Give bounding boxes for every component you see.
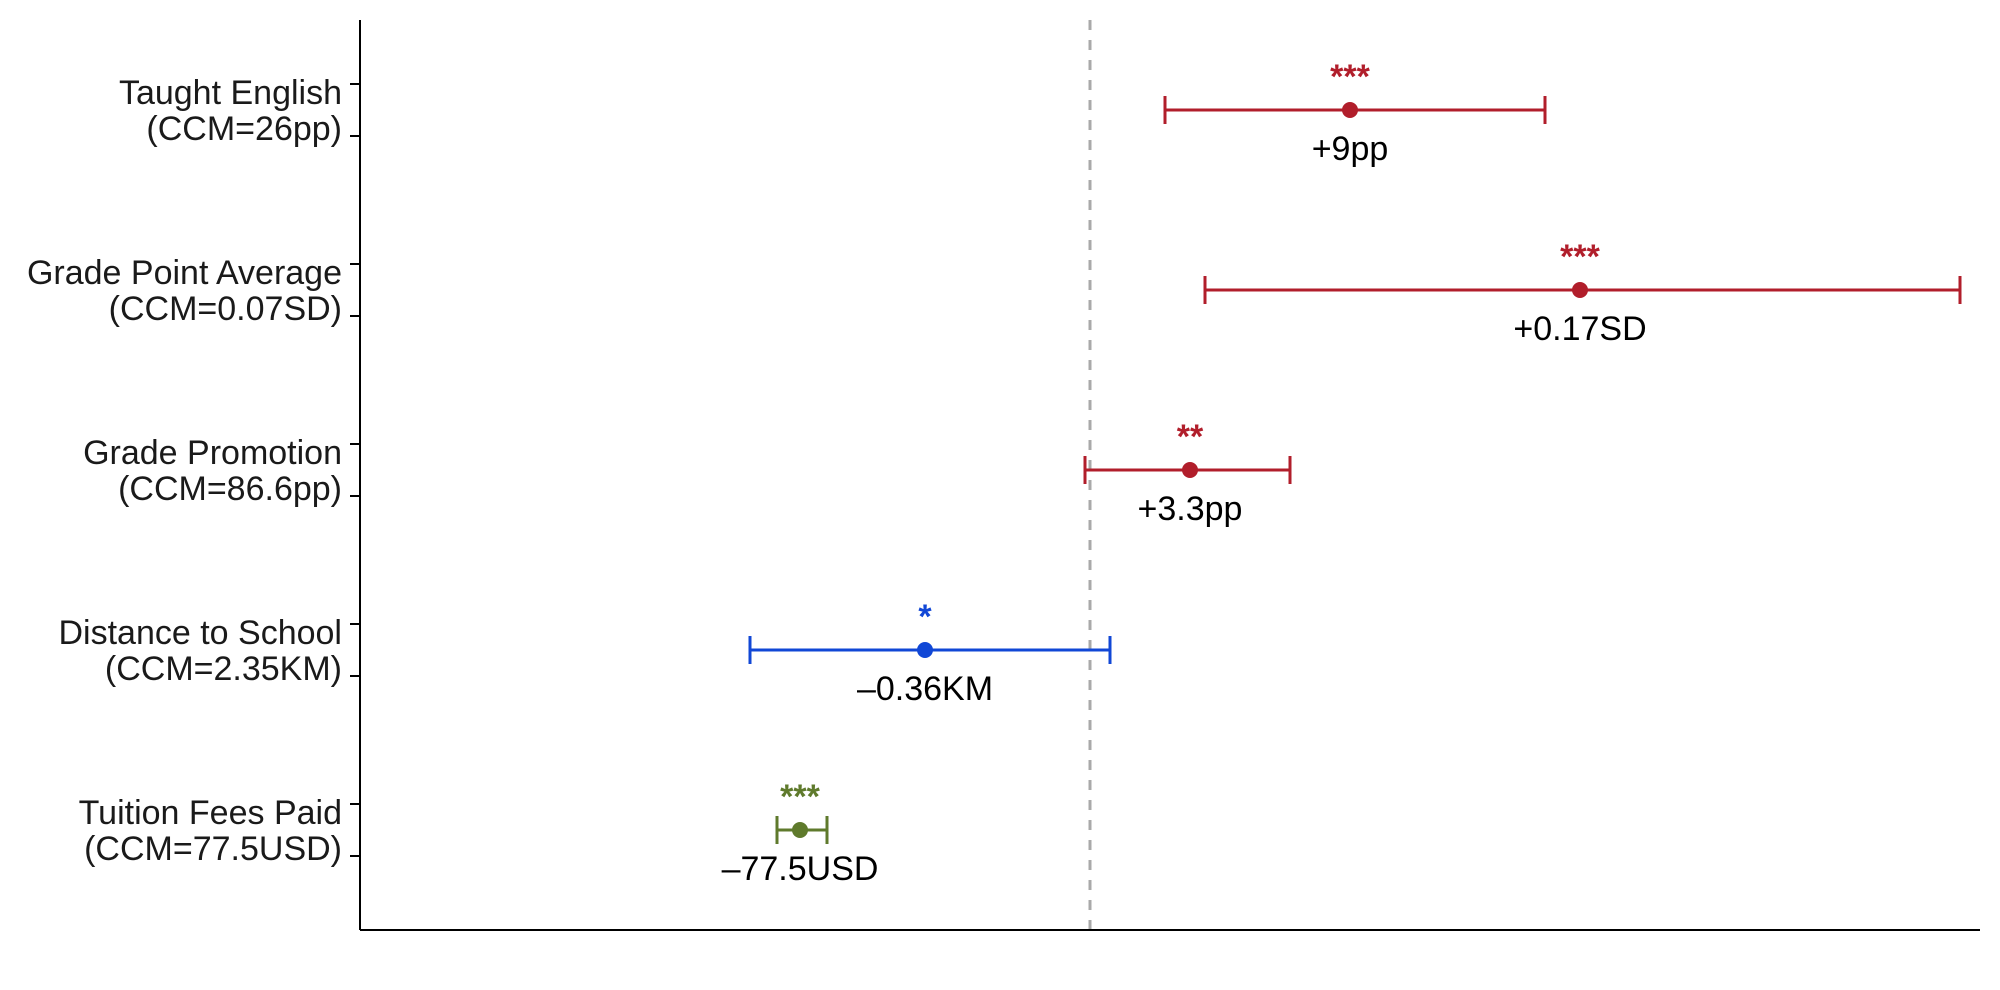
forest-row-tuition: Tuition Fees Paid(CCM=77.5USD) *** –77.5US… (79, 778, 879, 888)
point-marker (792, 822, 808, 838)
forest-row-taught-english: Taught English(CCM=26pp) *** +9pp (119, 58, 1545, 168)
point-marker (1342, 102, 1358, 118)
point-marker (917, 642, 933, 658)
row-label-main: Grade Promotion (83, 434, 342, 472)
row-label-sub: (CCM=26pp) (146, 110, 342, 148)
row-label-main: Tuition Fees Paid (79, 794, 342, 832)
forest-row-grade-promotion: Grade Promotion(CCM=86.6pp) ** +3.3pp (83, 418, 1290, 528)
point-marker (1572, 282, 1588, 298)
row-label-sub: (CCM=77.5USD) (84, 830, 342, 868)
row-label-sub: (CCM=0.07SD) (109, 290, 342, 328)
significance-label: *** (780, 778, 820, 816)
value-label: –0.36KM (857, 670, 993, 708)
row-label-main: Grade Point Average (27, 254, 342, 292)
value-label: –77.5USD (722, 850, 879, 888)
row-label-sub: (CCM=86.6pp) (118, 470, 342, 508)
value-label: +9pp (1312, 130, 1389, 168)
forest-plot: Taught English(CCM=26pp)***+9ppGrade Poi… (0, 0, 2000, 990)
value-label: +3.3pp (1138, 490, 1243, 528)
significance-label: *** (1560, 238, 1600, 276)
row-label-sub: (CCM=2.35KM) (105, 650, 342, 688)
value-label: +0.17SD (1513, 310, 1646, 348)
point-marker (1182, 462, 1198, 478)
forest-row-gpa: Grade Point Average(CCM=0.07SD) *** +0.17S… (27, 238, 1960, 348)
significance-label: ** (1177, 418, 1204, 456)
significance-label: *** (1330, 58, 1370, 96)
row-label-main: Taught English (119, 74, 342, 112)
row-label-main: Distance to School (59, 614, 343, 652)
forest-row-distance: Distance to School(CCM=2.35KM) * –0.36KM (59, 598, 1111, 708)
significance-label: * (918, 598, 932, 636)
